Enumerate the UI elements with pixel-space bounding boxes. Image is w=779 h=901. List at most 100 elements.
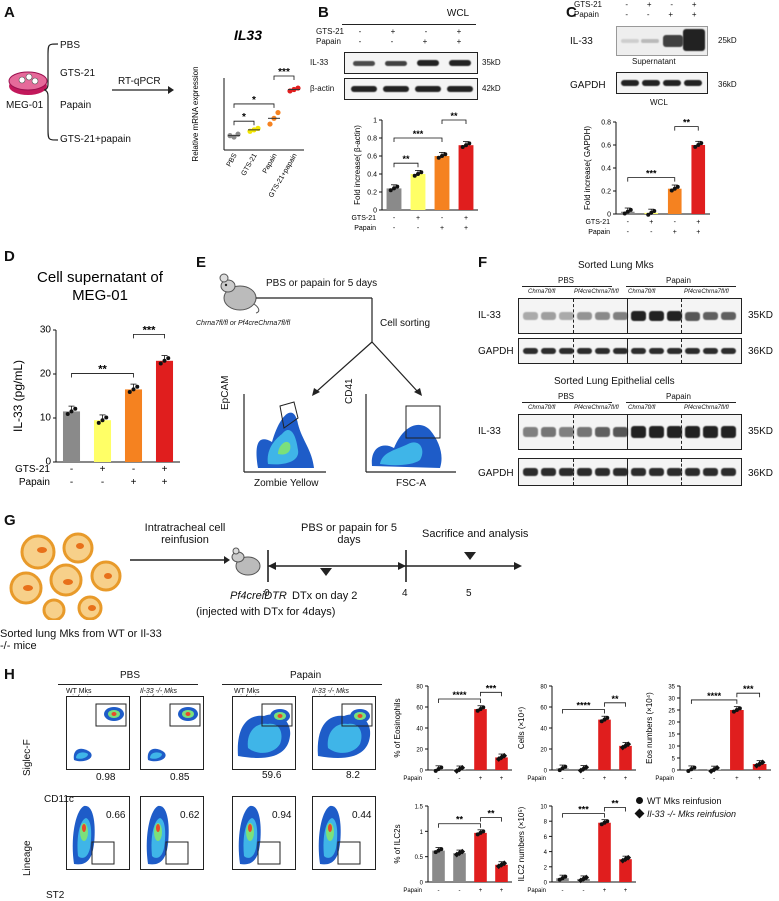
blot-mw-il33: 35kD: [482, 58, 501, 67]
significance-label: *: [242, 112, 246, 123]
y-tick-label: 20: [540, 748, 547, 754]
b-sign-rows: -+-+--++: [344, 27, 476, 47]
data-point: [395, 185, 399, 189]
bar: [619, 859, 632, 882]
data-point: [467, 141, 471, 145]
f-geno-a-4: Chrna7fl/fl: [628, 405, 655, 411]
c-blot-label-gapdh: GAPDH: [570, 80, 606, 91]
y-tick-label: 20: [40, 369, 52, 380]
y-tick-label: 0.4: [367, 172, 377, 179]
data-point: [676, 185, 680, 189]
f-mw-gapdh-1: 36KD: [748, 346, 773, 357]
sign: +: [692, 0, 697, 10]
sign: -: [627, 219, 630, 226]
data-point: [70, 409, 74, 413]
sign: +: [391, 27, 396, 37]
panel-h-flow: PBS Papain WT Mks reinfusion Il-33 -/- M…: [0, 666, 390, 900]
y-axis-label: IL-33 (pg/mL): [11, 360, 25, 432]
y-axis-label: Fold increase( GAPDH): [583, 126, 592, 210]
sign: -: [583, 776, 585, 782]
bar: [730, 710, 744, 770]
y-axis-label: % of ILC2s: [393, 824, 402, 863]
actin-blot: [344, 78, 478, 100]
y-tick-label: 0.2: [601, 189, 611, 196]
y-tick-label: 10: [540, 805, 547, 811]
c-gapdh-blot: [616, 72, 708, 94]
blot-band: [613, 348, 628, 355]
f-blot-label-il33-2: IL-33: [478, 426, 501, 437]
significance-label: ***: [413, 129, 424, 139]
h-group-papain: Papain: [290, 670, 321, 681]
bar: [432, 851, 445, 882]
data-point: [132, 387, 136, 391]
data-point: [605, 716, 609, 720]
y-tick-label: 20: [416, 748, 423, 754]
lane-divider: [573, 415, 574, 449]
sign: -: [132, 464, 135, 475]
blot-band: [631, 311, 646, 321]
y-tick-label: 1: [373, 118, 377, 125]
y-tick-label: 25: [668, 709, 675, 715]
y-tick-label: 0.5: [415, 855, 424, 861]
blot-band: [559, 427, 574, 437]
significance-label: **: [402, 154, 410, 164]
blot-band: [559, 312, 574, 319]
g-timeline: [262, 546, 522, 586]
y-tick-label: 35: [668, 685, 675, 691]
y-tick-label: 60: [416, 706, 423, 712]
sign: +: [758, 776, 762, 782]
c-il33-blot: [616, 26, 708, 56]
data-point: [159, 361, 163, 365]
sign: -: [650, 229, 653, 236]
f-blot-label-gapdh-2: GAPDH: [478, 468, 514, 479]
h-legend: WT Mks reinfusion Il-33 -/- Mks reinfusi…: [636, 796, 736, 819]
treatment-combo: GTS-21+papain: [60, 134, 131, 145]
blot-band: [577, 348, 592, 355]
data-point: [275, 110, 280, 115]
sign: +: [696, 229, 700, 236]
sign: +: [500, 776, 504, 782]
sign: -: [690, 776, 692, 782]
g-mouse-icon: [228, 546, 264, 578]
sign: -: [562, 888, 564, 894]
sign: -: [393, 215, 396, 222]
gate-percentage: 0.98: [96, 772, 115, 783]
f-blot-label-gapdh-1: GAPDH: [478, 346, 514, 357]
y-tick-label: 6: [544, 835, 548, 841]
sign: -: [70, 477, 73, 488]
panel-f: Sorted Lung Mks PBS Papain Chrna7fl/fl P…: [478, 254, 779, 504]
data-point: [563, 765, 567, 769]
sign: -: [101, 477, 104, 488]
significance-label: **: [611, 694, 619, 704]
sign: -: [674, 219, 677, 226]
gate-percentage: 59.6: [262, 770, 281, 781]
y-tick-label: 0.2: [367, 190, 377, 197]
f-title-epi: Sorted Lung Epithelial cells: [554, 376, 675, 387]
data-point: [652, 209, 656, 213]
row-label-papain: Papain: [316, 37, 341, 46]
blot-band: [703, 348, 718, 355]
c-mw-il33: 25kD: [718, 36, 737, 45]
g-day-0: 0: [264, 588, 270, 599]
category-label: GTS-21: [240, 152, 258, 177]
y-tick-label: 5: [672, 757, 676, 763]
y-tick-label: 8: [544, 820, 548, 826]
blot-band: [703, 468, 718, 476]
sign: +: [479, 776, 483, 782]
density-peak: [328, 824, 332, 832]
sign-row-label: Papain: [403, 776, 422, 782]
sign-row-label: Papain: [527, 888, 546, 894]
flow-plot: [312, 796, 376, 870]
bar: [94, 420, 111, 462]
g-day-5: 5: [466, 588, 472, 599]
h-line-pbs: [58, 684, 198, 685]
bar: [411, 174, 426, 210]
sign: -: [441, 215, 444, 222]
flow-plot: [232, 696, 296, 770]
y-tick-label: 60: [540, 706, 547, 712]
blot-band: [595, 468, 610, 476]
sign: +: [464, 215, 468, 222]
bar: [598, 720, 611, 770]
sign-row-label: GTS-21: [351, 215, 376, 222]
